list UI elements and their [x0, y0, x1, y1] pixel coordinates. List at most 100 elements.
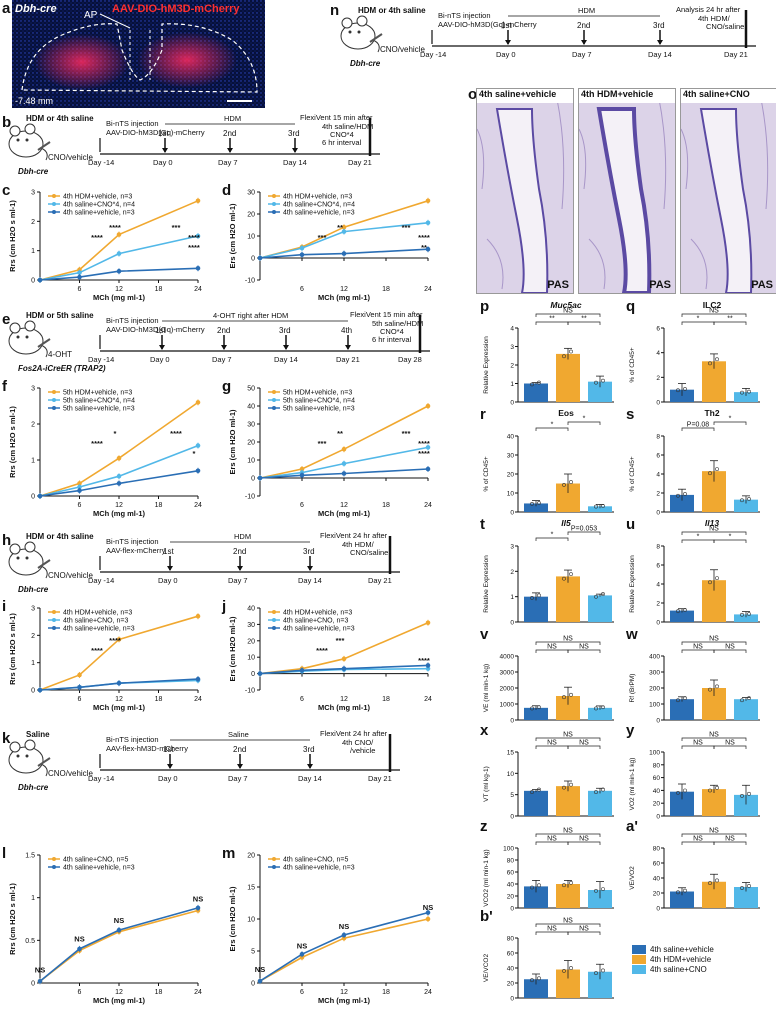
y-axis-label: Ers (cm H2O ml-1): [228, 409, 237, 475]
data-point: [341, 932, 347, 938]
data-point: [747, 389, 751, 394]
significance-label: NS: [339, 922, 349, 931]
significance-label: NS: [563, 828, 573, 835]
y-axis-label: Ers (cm H2O ml-1): [228, 886, 237, 952]
x-tick-label: 6: [78, 502, 82, 509]
significance-label: **: [337, 223, 343, 232]
mouse-ear: [341, 17, 353, 29]
data-point: [341, 251, 347, 256]
legend-label: 5th saline+vehicle, n=3: [63, 406, 135, 413]
y-tick-label: 0: [656, 718, 660, 725]
legend-label: 5th HDM+vehicle, n=3: [63, 390, 132, 397]
legend-swatch: [632, 965, 646, 974]
significance-label: NS: [693, 836, 703, 843]
series-line: [39, 470, 199, 497]
mouse-ear: [356, 15, 368, 27]
x-tick-label: 18: [155, 502, 163, 509]
significance-label: ***: [402, 223, 411, 232]
y-tick-label: 4: [656, 350, 660, 357]
y-tick-label: 0: [251, 981, 255, 988]
dose-label: 3rd: [279, 326, 291, 335]
panel-label-t: t: [480, 516, 485, 533]
y-tick-label: 10: [507, 491, 515, 498]
y-tick-label: 0: [656, 620, 660, 627]
significance-label: ****: [170, 429, 182, 438]
y-axis-label: VE/VCO2: [483, 954, 490, 983]
legend-marker: [52, 618, 56, 622]
y-axis-label: VE/VO2: [629, 866, 636, 890]
panel-label-z: z: [480, 818, 488, 835]
data-point: [257, 671, 263, 676]
mouse-top-label: Saline: [26, 730, 50, 739]
timeline-h: HDM or 4th saline CNO/vehicle Dbh-cre Bi-nT…: [0, 530, 420, 596]
day-tick: Day 14: [274, 355, 298, 364]
data-point: [195, 613, 201, 619]
x-tick-label: 6: [300, 696, 304, 703]
chart-title: Th2: [704, 408, 719, 418]
y-axis-label: Rrs (cm H2O s ml-1): [8, 613, 17, 685]
significance-label: NS: [579, 926, 589, 933]
significance-label: *: [729, 534, 732, 541]
chart-x: 0 5 10 15 VT (ml kg-1) NS NS NS: [480, 722, 620, 822]
micro-strain: Dbh-cre: [15, 3, 57, 15]
panel-label-l: l: [2, 845, 7, 862]
bar: [702, 789, 726, 816]
y-tick-label: 0: [251, 476, 255, 483]
significance-label: P=0.053: [571, 526, 597, 533]
chart-a2: 0 20 40 60 80 VE/VO2 NS NS NS: [626, 818, 766, 914]
chart-t: Il5 0 1 2 3 Relative Expression * P=0.053: [480, 516, 620, 628]
x-tick-label: 18: [382, 502, 390, 509]
day-tick: Day 0: [158, 576, 178, 585]
x-tick-label: 12: [340, 989, 348, 996]
significance-label: **: [421, 243, 427, 252]
y-tick-label: 3: [510, 544, 514, 551]
final-label: 4th CNO/: [342, 738, 374, 747]
y-tick-label: 1: [31, 458, 35, 465]
micrograph-image: Dbh-cre AAV-DIO-hM3D-mCherry AP -7.48 mm: [12, 0, 265, 108]
arrow-head-icon: [657, 40, 663, 45]
day-tick: Day 0: [153, 158, 173, 167]
x-tick-label: 6: [78, 286, 82, 293]
panel-label-y: y: [626, 722, 635, 739]
data-point: [569, 349, 573, 354]
y-tick-label: 3: [31, 386, 35, 393]
data-point: [425, 246, 431, 252]
data-point: [116, 455, 122, 461]
mouse-icon: [340, 15, 383, 53]
data-point: [77, 274, 82, 280]
chart-i: 0 1 2 3 6 12 18 24 MCh (mg ml-1) Rrs (cm H2O s ml…: [6, 600, 216, 713]
bar: [588, 890, 612, 908]
bar: [670, 610, 694, 622]
sig-bracket: [567, 745, 601, 749]
dose-label: 3rd: [653, 21, 665, 30]
x-tick-label: 24: [194, 502, 202, 509]
syringe-icon: [37, 338, 51, 348]
data-point: [537, 380, 541, 385]
data-point: [747, 696, 751, 701]
x-axis-label: MCh (mg ml-1): [318, 703, 371, 712]
legend-marker: [272, 610, 276, 614]
y-tick-label: 200: [649, 686, 660, 693]
y-tick-label: 60: [507, 951, 515, 958]
significance-label: ****: [418, 449, 430, 458]
y-tick-label: 2: [510, 363, 514, 370]
sig-bracket: [713, 421, 747, 425]
x-tick-label: 24: [194, 696, 202, 703]
virus-label: AAV-DIO-hM3D(Gq)-mCherry: [106, 325, 205, 334]
data-point: [257, 475, 263, 481]
legend-swatch: [632, 945, 646, 954]
y-tick-label: 80: [653, 846, 661, 853]
significance-label: ****: [188, 233, 200, 242]
chart-c: 0 1 2 3 6 12 18 24 MCh (mg ml-1) Rrs (cm H2O s ml…: [6, 184, 216, 303]
legend-label: 4th saline+vehicle, n=3: [63, 210, 135, 217]
data-point: [747, 612, 751, 616]
final-label: 6 hr interval: [372, 335, 412, 344]
y-tick-label: 0: [251, 256, 255, 263]
chart-q: ILC2 0 2 4 6% of CD45+ NS * **: [626, 298, 766, 408]
histology-svg: [681, 89, 776, 293]
bar: [670, 494, 694, 512]
x-axis-label: MCh (mg ml-1): [93, 293, 146, 302]
mouse-top-label: HDM or 5th saline: [26, 311, 94, 320]
data-point: [341, 935, 347, 941]
data-point: [562, 354, 566, 359]
